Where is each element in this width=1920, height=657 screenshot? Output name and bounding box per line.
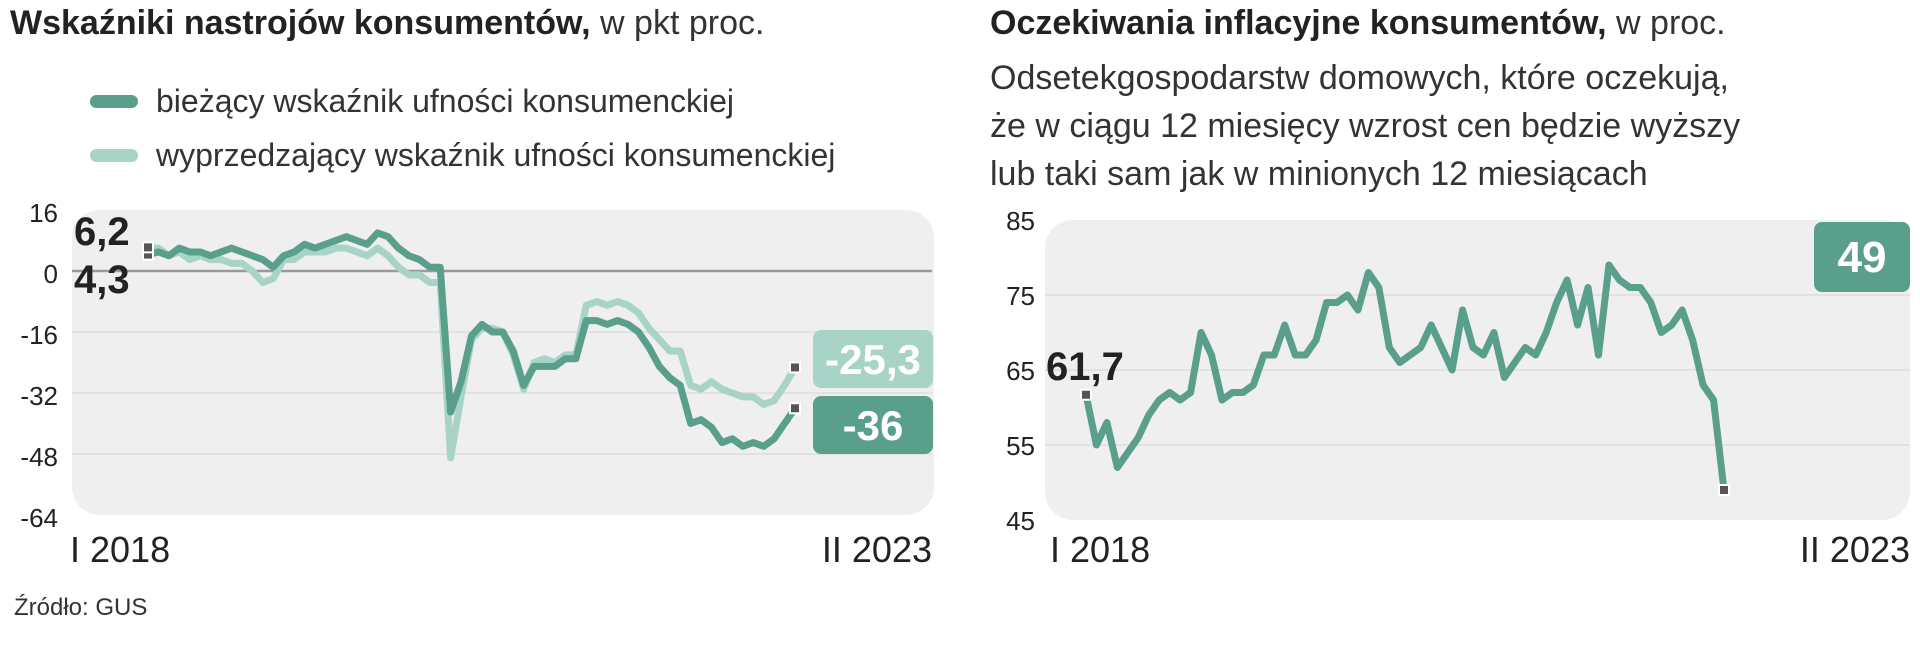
left-chart-title: Wskaźniki nastrojów konsumentów, w pkt p… <box>10 4 764 43</box>
legend-label-current: bieżący wskaźnik ufności konsumenckiej <box>156 82 735 119</box>
legend-label-leading: wyprzedzający wskaźnik ufności konsumenc… <box>156 136 836 173</box>
legend-item-current: bieżący wskaźnik ufności konsumenckiej <box>90 74 835 128</box>
left-y-tick-label: 16 <box>29 198 58 228</box>
right-y-tick-label: 65 <box>1006 356 1035 386</box>
right-end-marker <box>1718 484 1730 496</box>
left-end-badge-leading <box>813 330 933 388</box>
right-chart-subtitle-line-2: że w ciągu 12 miesięcy wzrost cen będzie… <box>990 107 1741 145</box>
left-chart-legend: bieżący wskaźnik ufności konsumenckiej w… <box>90 74 835 182</box>
legend-swatch-current <box>90 94 138 108</box>
left-chart: 16 0 -16 -32 -48 -64 6,2 4,3 -25,3 -36 I 2018… <box>20 198 934 570</box>
left-start-label-leading: 6,2 <box>74 210 130 254</box>
right-end-label: 49 <box>1838 233 1887 282</box>
left-end-badge-current <box>813 396 933 454</box>
left-y-tick-label: -64 <box>20 503 58 533</box>
left-start-label-current: 4,3 <box>74 258 130 302</box>
legend-swatch-leading <box>90 148 138 162</box>
left-x-start-label: I 2018 <box>70 529 170 570</box>
right-x-end-label: II 2023 <box>1800 529 1910 570</box>
right-chart: 85 75 65 55 45 61,7 49 I 2018 II 2023 <box>1006 206 1910 570</box>
left-chart-title-bold: Wskaźniki nastrojów konsumentów, <box>10 4 591 42</box>
left-end-marker-1 <box>789 361 801 374</box>
left-end-label-leading: -25,3 <box>825 336 921 383</box>
left-end-marker-0 <box>789 402 801 415</box>
right-chart-subtitle-line-1: Odsetekgospodarstw domowych, które oczek… <box>990 59 1729 97</box>
left-x-end-label: II 2023 <box>822 529 932 570</box>
right-chart-title-bold: Oczekiwania inflacyjne konsumentów, <box>990 4 1607 42</box>
right-start-label: 61,7 <box>1046 345 1124 389</box>
right-end-badge <box>1814 222 1910 292</box>
right-x-start-label: I 2018 <box>1050 529 1150 570</box>
right-chart-subtitle: Odsetekgospodarstw domowych, które oczek… <box>990 54 1740 198</box>
left-y-tick-label: -32 <box>20 381 58 411</box>
right-chart-title: Oczekiwania inflacyjne konsumentów, w pr… <box>990 4 1726 43</box>
right-y-tick-label: 45 <box>1006 506 1035 536</box>
legend-item-leading: wyprzedzający wskaźnik ufności konsumenc… <box>90 128 835 182</box>
left-chart-title-unit: w pkt proc. <box>590 4 765 42</box>
right-y-tick-label: 75 <box>1006 281 1035 311</box>
right-series-line <box>1082 261 1728 494</box>
left-series-current-line <box>144 229 799 450</box>
right-y-tick-label: 55 <box>1006 431 1035 461</box>
left-end-label-current: -36 <box>843 402 904 449</box>
left-y-tick-label: -16 <box>20 320 58 350</box>
right-y-tick-label: 85 <box>1006 206 1035 236</box>
right-chart-subtitle-line-3: lub taki sam jak w minionych 12 miesiąca… <box>990 155 1648 193</box>
left-y-tick-label: -48 <box>20 442 58 472</box>
left-start-marker-1 <box>142 241 154 254</box>
source-note: Źródło: GUS <box>14 594 148 621</box>
right-chart-title-unit: w proc. <box>1606 4 1726 42</box>
right-start-marker <box>1080 388 1092 401</box>
left-y-tick-label: 0 <box>44 259 58 289</box>
